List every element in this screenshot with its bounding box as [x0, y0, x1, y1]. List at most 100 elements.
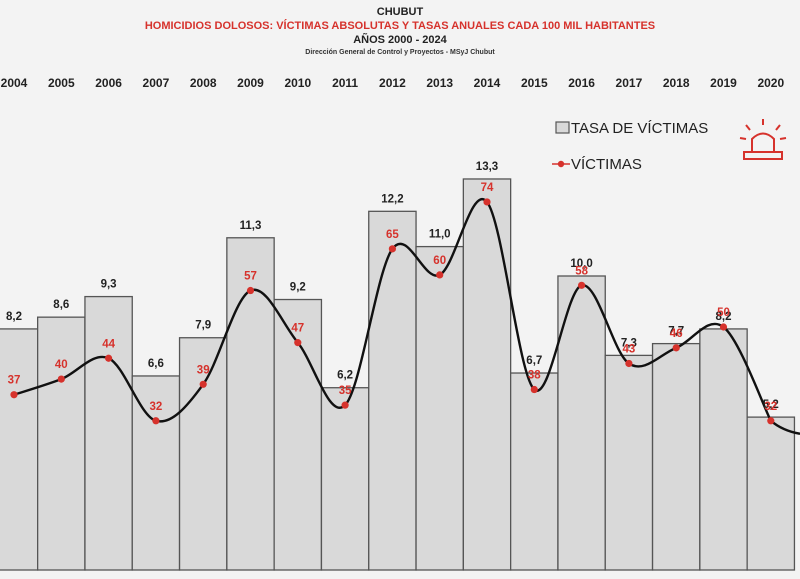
victims-point: [57, 375, 65, 383]
victims-label: 74: [481, 182, 494, 194]
victims-label: 40: [55, 359, 68, 371]
victims-point: [246, 286, 255, 295]
rate-label: 13,3: [476, 161, 498, 173]
year-label: 2019: [710, 76, 737, 90]
bar: [509, 372, 559, 571]
rate-label: 6,6: [148, 358, 164, 370]
victims-label: 43: [623, 343, 636, 355]
victims-label: 35: [339, 385, 352, 397]
year-label: 2004: [1, 76, 28, 90]
bar-series: [0, 178, 796, 571]
bar: [84, 295, 133, 571]
victims-point: [105, 354, 113, 362]
rate-label: 5,2: [763, 399, 779, 411]
victims-labels: 37 40 44 32 39 57 47 35 65 60 74 38 58 43 46 50 32: [8, 182, 778, 413]
legend-bar-label: TASA DE VÍCTIMAS: [571, 120, 708, 137]
victims-label: 39: [197, 364, 210, 376]
rate-label: 8,2: [6, 311, 22, 323]
rate-label: 6,2: [337, 370, 353, 382]
period-subtitle: AÑOS 2000 - 2024: [353, 34, 447, 46]
victims-points: [10, 198, 775, 425]
bar: [462, 178, 512, 571]
year-label: 2007: [143, 76, 170, 90]
rate-label: 11,3: [240, 220, 262, 232]
bar: [746, 416, 796, 571]
bar: [557, 275, 606, 571]
chart-title: HOMICIDIOS DOLOSOS: VÍCTIMAS ABSOLUTAS Y…: [144, 20, 656, 32]
bar: [320, 387, 370, 571]
chart-header: CHUBUT HOMICIDIOS DOLOSOS: VÍCTIMAS ABSO…: [0, 6, 800, 59]
year-label: 2005: [48, 76, 75, 90]
source-note: Dirección General de Control y Proyectos…: [305, 49, 495, 56]
bar: [368, 210, 417, 571]
siren-icon: [739, 119, 787, 160]
victims-label: 37: [8, 375, 21, 387]
year-label: 2020: [757, 76, 784, 90]
bar: [226, 237, 275, 571]
rate-label: 8,2: [716, 311, 732, 323]
victims-point: [672, 344, 680, 352]
victims-label: 46: [670, 328, 683, 340]
year-label: 2011: [332, 76, 358, 90]
victims-label: 32: [150, 401, 163, 413]
legend-point-swatch: [557, 160, 565, 168]
rate-label: 8,6: [53, 299, 69, 311]
bar: [415, 245, 464, 571]
victims-point: [294, 339, 302, 347]
year-label: 2015: [521, 76, 548, 90]
bar: [0, 328, 39, 571]
victims-label: 58: [575, 265, 588, 277]
bar: [604, 354, 654, 571]
rate-label: 7,9: [195, 320, 211, 332]
victims-label: 50: [717, 307, 730, 319]
bar: [651, 342, 701, 571]
victims-label: 57: [244, 271, 257, 283]
legend-line-label: VÍCTIMAS: [571, 156, 642, 173]
year-label: 2016: [568, 76, 595, 90]
year-label: 2006: [95, 76, 122, 90]
year-label: 2008: [190, 76, 217, 90]
year-label: 2012: [379, 76, 406, 90]
year-label: 2009: [237, 76, 264, 90]
victims-label: 44: [102, 338, 115, 350]
victims-point: [483, 198, 491, 206]
victims-point: [530, 385, 538, 394]
year-label: 2017: [616, 76, 643, 90]
victims-label: 47: [291, 323, 304, 335]
victims-point: [152, 417, 160, 425]
victims-point: [767, 417, 775, 425]
rate-label: 6,7: [526, 355, 542, 367]
victims-point: [719, 323, 728, 331]
legend-bar-swatch: [555, 121, 570, 134]
rate-label: 10,0: [570, 258, 592, 270]
victims-point: [341, 401, 349, 409]
victims-point: [199, 380, 207, 388]
victims-label: 65: [386, 229, 399, 241]
rate-label: 9,2: [290, 282, 306, 294]
victims-label: 38: [528, 370, 541, 382]
victims-point: [10, 391, 18, 399]
victims-label: 32: [764, 401, 777, 413]
victims-point: [388, 245, 396, 253]
legend: TASA DE VÍCTIMAS VÍCTIMAS: [552, 119, 787, 173]
region-title: CHUBUT: [376, 6, 424, 18]
rate-labels: 8,2 8,6 9,3 6,6 7,9 11,3 9,2 6,2 12,2 11,0 13,3 6,7…: [6, 161, 779, 411]
bar: [178, 337, 228, 571]
victims-point: [436, 271, 444, 279]
year-label: 2010: [284, 76, 311, 90]
rate-label: 11,0: [429, 229, 451, 241]
rate-label: 12,2: [381, 193, 403, 205]
victims-label: 60: [433, 255, 446, 267]
victims-point: [625, 359, 633, 368]
year-label: 2018: [663, 76, 690, 90]
bar: [699, 328, 748, 571]
year-label: 2014: [474, 76, 501, 90]
rate-label: 7,3: [621, 337, 637, 349]
year-axis: 2004 2005 2006 2007 2008 2009 2010 2011 2012 2013…: [1, 76, 785, 90]
rate-label: 9,3: [101, 279, 117, 291]
year-label: 2013: [426, 76, 453, 90]
victims-point: [578, 281, 586, 289]
bar: [37, 316, 86, 571]
rate-label: 7,7: [668, 326, 684, 338]
